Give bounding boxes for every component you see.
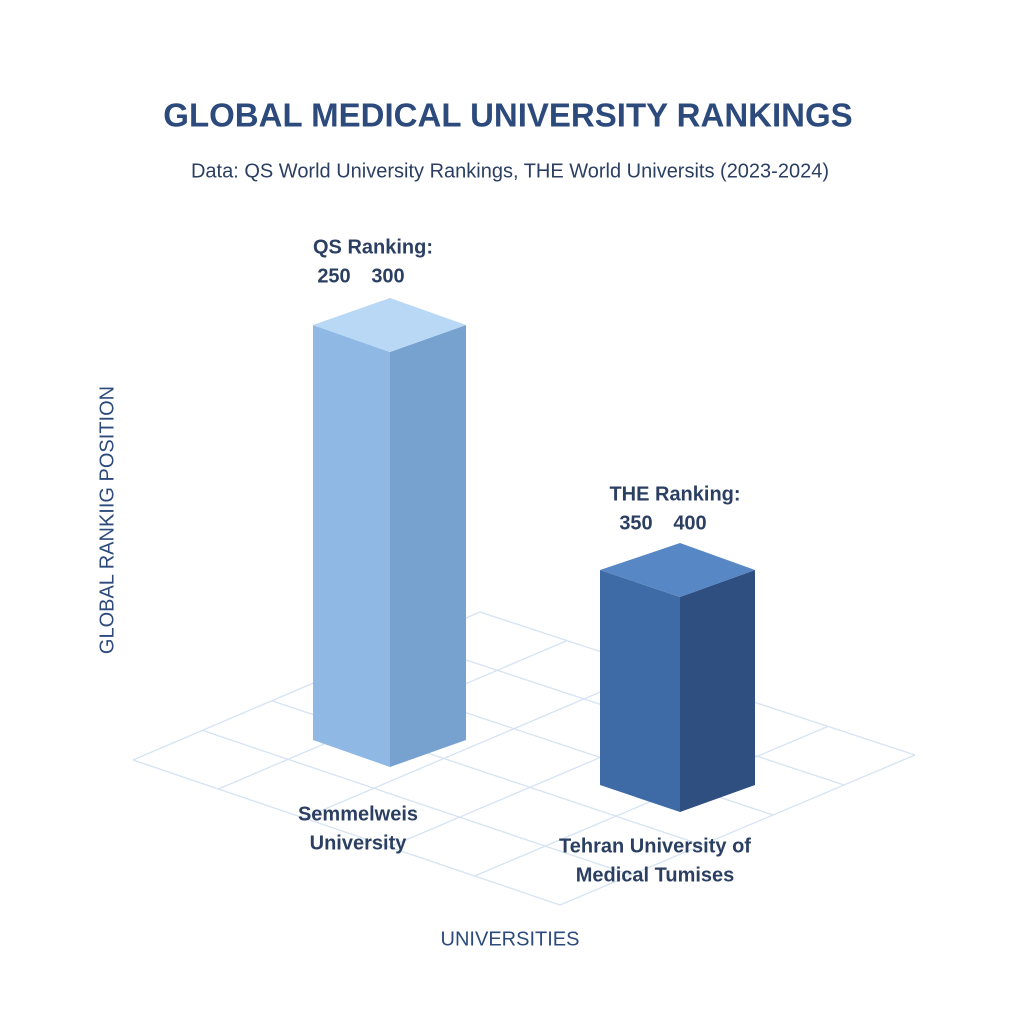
- annotation-value: 250: [317, 265, 350, 287]
- grid-line: [132, 759, 561, 906]
- x-axis-label: UNIVERSITIES: [441, 928, 580, 950]
- annotation-value: 300: [371, 265, 404, 287]
- category-label: University: [310, 832, 408, 854]
- annotation-label: THE Ranking:: [609, 483, 740, 505]
- annotation-label: QS Ranking:: [313, 236, 433, 258]
- category-label: Medical Tumises: [576, 864, 735, 886]
- category-label: Tehran University of: [559, 835, 751, 857]
- bar-top-face: [600, 543, 755, 597]
- bar-right-face: [680, 570, 755, 812]
- grid-line: [303, 668, 655, 819]
- bar-right-face: [390, 325, 466, 767]
- chart-subtitle: Data: QS World University Rankings, THE …: [191, 160, 829, 182]
- grid-line: [202, 729, 632, 876]
- bar-left-face: [313, 325, 390, 767]
- bar-left-face: [600, 570, 680, 812]
- annotation-value: 400: [673, 512, 706, 534]
- annotation-value: 350: [619, 512, 652, 534]
- chart-title: GLOBAL MEDICAL UNIVERSITY RANKINGS: [163, 97, 852, 134]
- grid-line: [559, 754, 916, 906]
- bar-top-face: [313, 298, 466, 352]
- category-label: Semmelweis: [298, 803, 418, 825]
- y-axis-label: GLOBAL RANKIIG POSITION: [96, 386, 118, 654]
